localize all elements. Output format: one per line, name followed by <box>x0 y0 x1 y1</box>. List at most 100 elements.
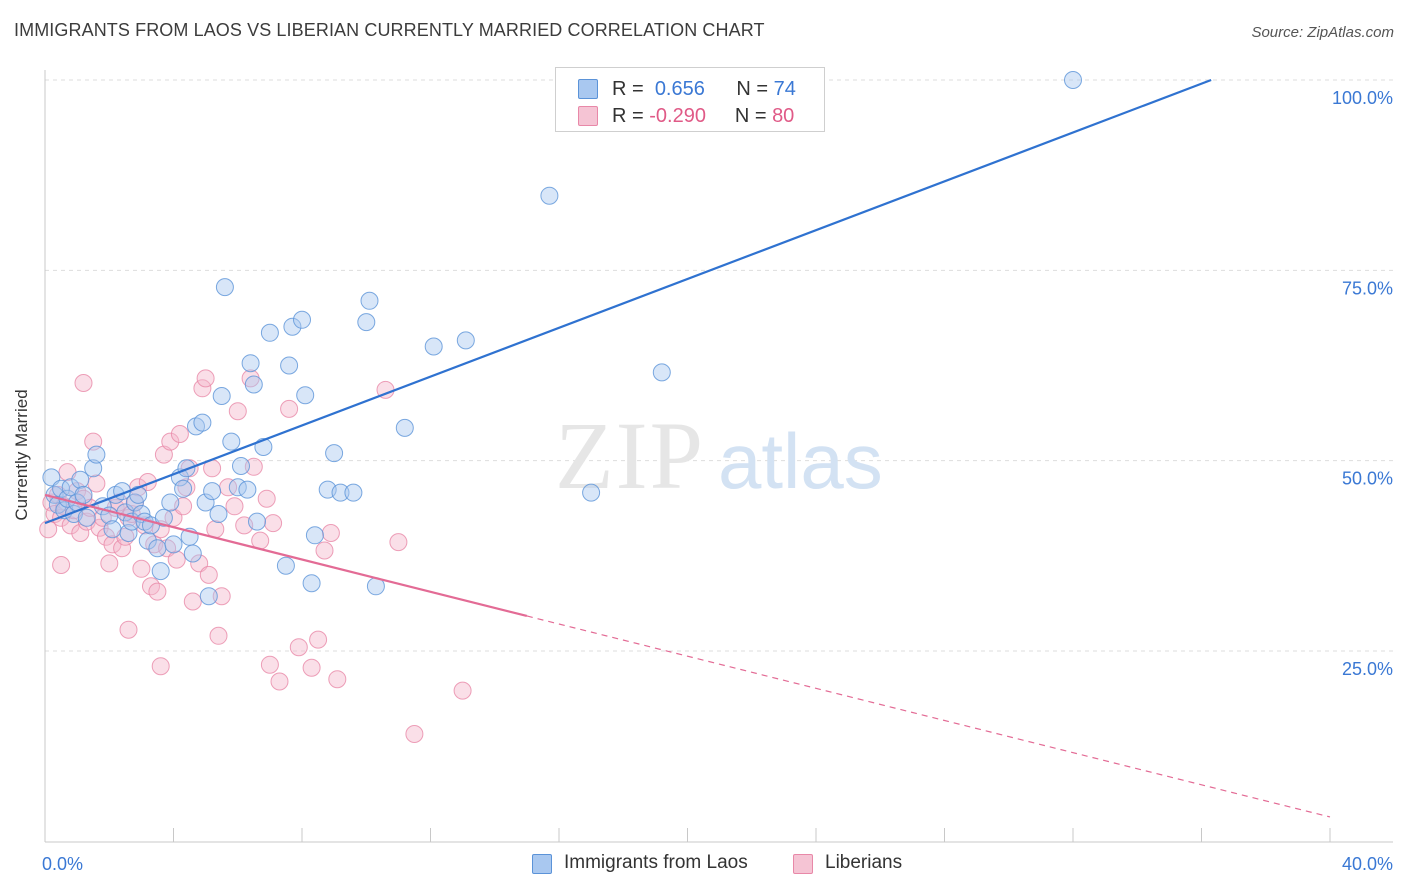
series-legend: Immigrants from Laos Liberians <box>0 852 1406 878</box>
data-point-laos <box>52 479 71 498</box>
data-point-laos <box>164 535 183 554</box>
data-point-liberians <box>71 524 90 542</box>
legend-n-label: N = <box>736 78 769 100</box>
data-point-laos <box>280 356 299 375</box>
watermark-zip: ZIP <box>555 402 705 509</box>
data-point-laos <box>424 337 443 356</box>
data-point-liberians <box>309 630 328 649</box>
legend-n-value: 74 <box>773 78 796 100</box>
data-point-laos <box>103 520 122 539</box>
data-point-liberians <box>154 445 173 464</box>
data-point-liberians <box>270 672 289 691</box>
data-point-liberians <box>280 399 299 418</box>
data-point-liberians <box>113 539 132 558</box>
data-point-laos <box>209 505 228 523</box>
data-point-liberians <box>170 425 189 443</box>
data-point-laos <box>1064 71 1082 89</box>
data-point-liberians <box>244 457 263 476</box>
series-legend-label: Liberians <box>825 852 903 873</box>
data-point-liberians <box>193 379 212 398</box>
legend-r-value: 0.656 <box>654 78 705 100</box>
data-point-laos <box>87 445 106 464</box>
chart-title: IMMIGRANTS FROM LAOS VS LIBERIAN CURRENT… <box>14 20 765 40</box>
legend-r-label: R = <box>612 105 644 127</box>
data-point-liberians <box>119 620 138 639</box>
data-point-laos <box>456 331 475 350</box>
data-point-laos <box>84 459 103 478</box>
grid-lines <box>45 79 1393 652</box>
data-point-laos <box>196 493 215 512</box>
data-point-laos <box>174 479 193 498</box>
data-point-laos <box>248 512 266 531</box>
data-point-laos <box>138 531 157 550</box>
y-axis-label: Currently Married <box>12 389 31 521</box>
data-point-laos <box>183 544 202 563</box>
data-point-laos <box>212 387 231 405</box>
data-point-liberians <box>151 657 170 676</box>
data-point-laos <box>129 485 148 504</box>
data-point-liberians <box>97 527 115 546</box>
watermark-atlas: atlas <box>718 417 883 505</box>
data-point-laos <box>244 375 263 394</box>
watermark: ZIP atlas <box>555 402 883 509</box>
data-point-laos <box>395 418 414 437</box>
legend-r-label: R = <box>612 78 644 100</box>
data-point-laos <box>302 574 321 593</box>
data-point-liberians <box>264 514 283 533</box>
data-point-laos <box>360 291 379 310</box>
data-point-laos <box>215 278 234 297</box>
data-point-laos <box>203 482 222 501</box>
data-point-liberians <box>132 559 151 578</box>
y-tick-label: 25.0% <box>1342 659 1393 679</box>
data-point-laos <box>331 483 350 502</box>
data-point-laos <box>222 432 241 451</box>
y-tick-label: 100.0% <box>1332 88 1393 108</box>
data-point-liberians <box>196 369 215 388</box>
data-point-laos <box>283 317 302 336</box>
legend-n-value: 80 <box>772 105 795 127</box>
data-point-liberians <box>389 533 408 552</box>
data-point-liberians <box>328 670 347 689</box>
data-point-laos <box>74 485 93 504</box>
data-point-liberians <box>289 638 308 657</box>
data-point-laos <box>325 444 344 463</box>
data-point-laos <box>151 562 170 581</box>
data-point-liberians <box>315 541 334 560</box>
data-point-laos <box>305 526 324 545</box>
data-point-liberians <box>209 626 228 645</box>
legend-swatch-pink <box>578 106 598 126</box>
data-point-laos <box>199 587 218 606</box>
legend-n-label: N = <box>734 105 767 127</box>
data-point-laos <box>71 470 90 489</box>
data-point-laos <box>238 480 257 499</box>
data-point-laos <box>582 483 601 502</box>
data-point-laos <box>161 493 180 512</box>
data-point-liberians <box>257 489 276 508</box>
data-point-liberians <box>321 524 340 542</box>
data-point-liberians <box>52 556 71 574</box>
data-point-liberians <box>260 655 279 674</box>
data-point-laos <box>119 524 138 542</box>
data-point-liberians <box>74 374 93 392</box>
trend-line-liberians-extension <box>526 615 1331 818</box>
data-point-liberians <box>225 497 244 516</box>
y-tick-label: 50.0% <box>1342 469 1393 489</box>
chart-source: Source: ZipAtlas.com <box>1251 24 1394 41</box>
trend-line-liberians <box>44 493 528 618</box>
legend-swatch-blue <box>578 79 598 99</box>
data-point-liberians <box>212 587 231 606</box>
tick-labels: 25.0% 50.0% 75.0% 100.0% 0.0% 40.0% <box>42 88 1393 874</box>
x-tick-label: 0.0% <box>42 854 83 874</box>
data-point-liberians <box>39 520 58 539</box>
data-point-laos <box>77 508 96 527</box>
axes <box>44 70 1393 843</box>
data-point-liberians <box>405 725 424 743</box>
data-point-liberians <box>228 402 247 421</box>
data-point-laos <box>232 457 250 475</box>
legend-swatch-blue <box>532 854 552 874</box>
correlation-legend: R = 0.656 N = 74 R = -0.290 N = 80 <box>555 67 825 132</box>
data-point-laos <box>357 313 376 332</box>
data-point-laos <box>260 323 279 342</box>
trend-lines <box>44 78 1331 818</box>
